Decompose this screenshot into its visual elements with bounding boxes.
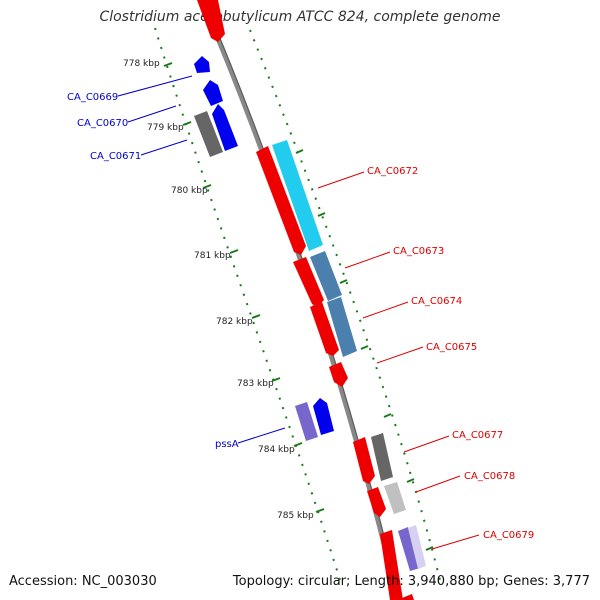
gene-arrow-steelblue [327, 297, 357, 357]
gene-arrow-steelblue [310, 251, 342, 301]
leader-lines [117, 75, 480, 550]
gene-arrow-reverse [194, 56, 210, 73]
gene-label-ca-c0673: CA_C0673 [393, 246, 444, 257]
genome-summary-text: Topology: circular; Length: 3,940,880 bp… [232, 574, 590, 589]
genome-backbone [199, 0, 401, 600]
gene-label-ca-c0671: CA_C0671 [90, 151, 141, 162]
gene-arrow-forward [353, 437, 375, 484]
gene-arrow-cyan [272, 140, 323, 251]
gene-label-ca-c0672: CA_C0672 [367, 166, 418, 177]
gene-arrow-purple [295, 402, 318, 441]
gene-arrow-forward [256, 146, 306, 255]
outer-tick-track [249, 29, 441, 581]
gene-arrow-forward [367, 487, 386, 517]
tick-label: 779 kbp [147, 123, 184, 133]
gene-arrow-reverse [313, 398, 334, 435]
gene-arrow-forward [197, 0, 225, 42]
tick-label: 785 kbp [277, 511, 314, 521]
gene-label-pssa: pssA [215, 439, 239, 450]
gene-arrow-forward [293, 257, 324, 306]
gene-arrow-forward [402, 594, 414, 600]
tick-marks [163, 62, 434, 551]
gene-label-ca-c0675: CA_C0675 [426, 342, 477, 353]
gene-arrow-forward [310, 302, 339, 356]
gene-arrow-reverse [212, 104, 238, 151]
gene-arrow-gray [194, 111, 223, 157]
gene-label-ca-c0670: CA_C0670 [77, 118, 128, 129]
gene-arrow-purple [398, 527, 420, 571]
gene-arrow-reverse [203, 80, 223, 106]
gene-label-ca-c0679: CA_C0679 [483, 530, 534, 541]
tick-label: 784 kbp [258, 445, 295, 455]
gene-arrow-lightgray [408, 525, 426, 569]
gene-arrow-forward [329, 362, 348, 387]
tick-label: 783 kbp [237, 379, 274, 389]
gene-label-ca-c0669: CA_C0669 [67, 92, 118, 103]
gene-arrow-lightgray [384, 482, 406, 514]
tick-label: 780 kbp [171, 186, 208, 196]
gene-label-ca-c0677: CA_C0677 [452, 430, 503, 441]
tick-label: 781 kbp [194, 251, 231, 261]
map-title: Clostridium acetobutylicum ATCC 824, com… [99, 9, 501, 25]
tick-label: 782 kbp [216, 317, 253, 327]
tick-label: 778 kbp [123, 59, 160, 69]
gene-arrow-forward [380, 530, 403, 600]
gene-label-ca-c0678: CA_C0678 [464, 471, 515, 482]
accession-text: Accession: NC_003030 [9, 574, 157, 589]
gene-label-ca-c0674: CA_C0674 [411, 296, 462, 307]
gene-arrow-gray [371, 433, 393, 481]
